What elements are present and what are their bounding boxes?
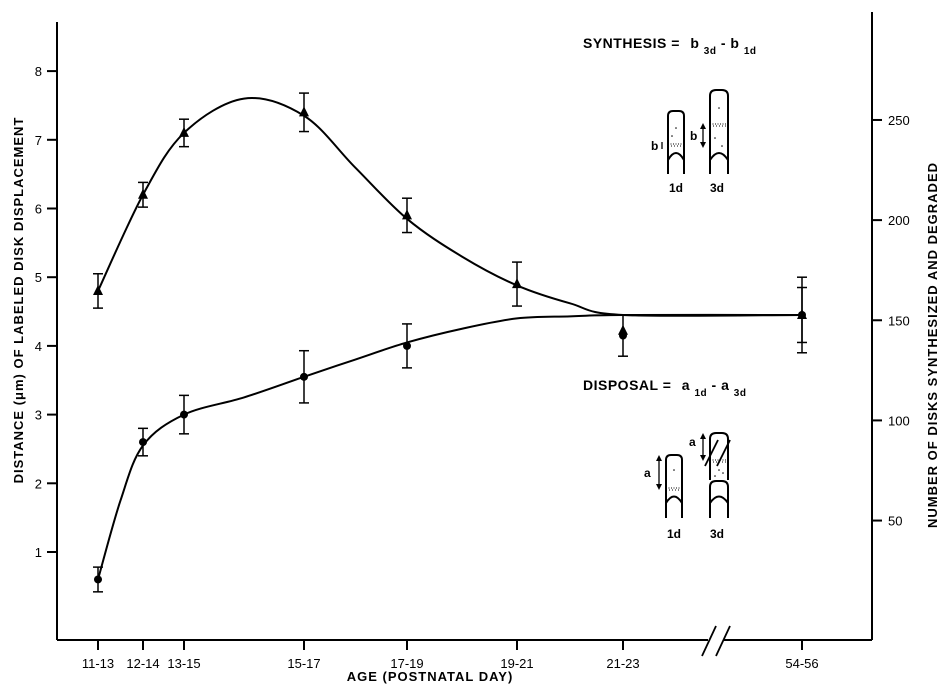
disposal-21-23-second-point-point [618,324,628,335]
x-tick-label: 15-17 [287,656,320,671]
y-right-tick-label: 200 [888,213,910,228]
y-right-tick-label: 150 [888,313,910,328]
disposal-term-2: a [721,377,729,393]
synthesis-cell-1d-label: 1d [669,181,683,195]
disposal-cell-1d-diagram: a 1d [644,454,683,541]
curves [97,97,803,580]
x-axis-break-mark-2 [715,625,731,657]
synthesis-cell-3d-label: 3d [710,181,724,195]
disposal-cell-a-large: a [689,435,696,449]
x-tick-label: 12-14 [126,656,159,671]
y-ticks-right: 50 100 150 200 250 [872,113,910,529]
synthesis-term-2: b [730,35,739,51]
y-left-tick-label: 8 [35,64,42,79]
synthesis-equation: SYNTHESIS = b 3d - b 1d [583,35,757,57]
disposal-point [180,410,188,419]
x-tick-label: 54-56 [785,656,818,671]
markers [93,106,807,584]
disposal-sub-2: 3d [734,388,747,399]
disposal-cell-3d-label: 3d [710,527,724,541]
disposal-cell-1d-label: 1d [667,527,681,541]
y-left-tick-label: 5 [35,270,42,285]
x-axis-title: AGE (POSTNATAL DAY) [347,669,514,684]
disposal-point [139,438,147,447]
x-tick-label: 19-21 [500,656,533,671]
curve-break-mark-1 [704,439,719,467]
x-ticks: 11-13 12-14 13-15 15-17 17-19 19-21 21-23 54-56 [82,640,819,671]
synthesis-curve [97,97,803,317]
y-left-tick-label: 1 [35,545,42,560]
disposal-term-1: a [682,377,690,393]
y-ticks-left: 1 2 3 4 5 6 7 8 [35,64,57,560]
disposal-point [300,372,308,381]
synthesis-term-1: b [690,35,699,51]
y-left-tick-label: 7 [35,133,42,148]
y-axis-left-title: DISTANCE (μm) OF LABELED DISK DISPLACEME… [11,117,26,484]
disposal-sub-1: 1d [694,388,707,399]
disposal-point [403,341,411,350]
synthesis-point [512,278,522,289]
synthesis-cell-1d-diagram: b 1d [651,110,685,195]
y-right-tick-label: 100 [888,413,910,428]
axes [56,12,873,657]
y-left-tick-label: 3 [35,408,42,423]
y-left-tick-label: 2 [35,476,42,491]
y-left-tick-label: 4 [35,339,42,354]
synthesis-cell-b-small: b [651,139,658,153]
disposal-curve [97,313,803,580]
x-axis-break-mark-1 [701,625,717,657]
disposal-label: DISPOSAL = [583,377,671,393]
disposal-equation: DISPOSAL = a 1d - a 3d [583,377,746,399]
synthesis-point [299,106,309,117]
synthesis-sub-1: 3d [704,46,717,57]
x-tick-label: 13-15 [167,656,200,671]
synthesis-point [179,126,189,137]
x-tick-label: 17-19 [390,656,423,671]
synthesis-sub-2: 1d [744,46,757,57]
disposal-minus: - [712,377,717,393]
disposal-cell-3d-diagram: a 3d [689,432,729,541]
y-right-tick-label: 50 [888,514,902,529]
x-tick-label: 21-23 [606,656,639,671]
y-right-tick-label: 250 [888,113,910,128]
synthesis-cell-3d-diagram: b 3d [690,89,729,195]
synthesis-label: SYNTHESIS = [583,35,680,51]
disposal-point [798,310,806,319]
x-tick-label: 11-13 [82,656,114,671]
disposal-cell-a-small: a [644,466,651,480]
y-axis-right-title: NUMBER OF DISKS SYNTHESIZED AND DEGRADED [925,162,940,528]
error-bars [93,92,807,593]
synthesis-minus: - [721,35,726,51]
y-left-tick-label: 6 [35,202,42,217]
disposal-point [94,575,102,584]
synthesis-point [138,188,148,199]
synthesis-cell-b-large: b [690,129,697,143]
synthesis-point [402,209,412,220]
synthesis-point [93,284,103,295]
